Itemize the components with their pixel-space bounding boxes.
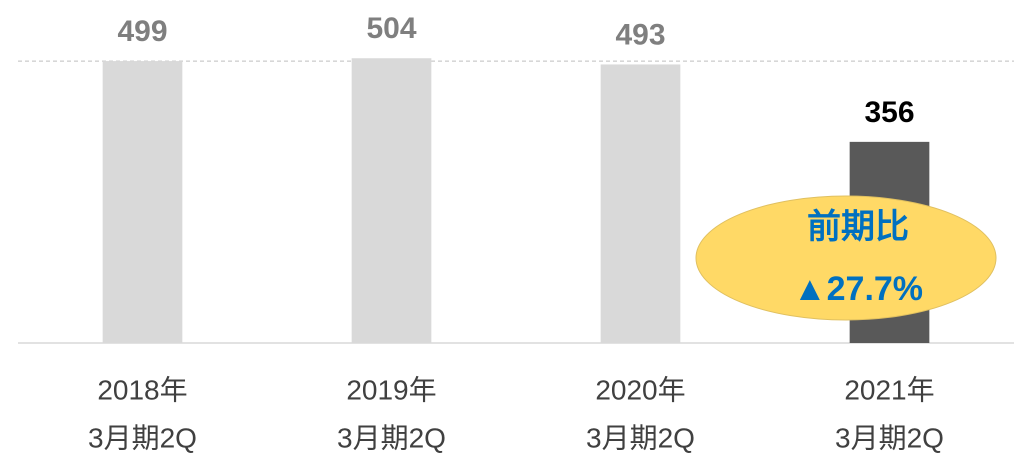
bar (102, 61, 183, 343)
bar (351, 58, 432, 344)
value-label: 493 (615, 18, 665, 51)
value-label: 499 (117, 15, 167, 48)
x-tick-label: 3月期2Q (337, 422, 446, 453)
x-tick-label: 2018年 (97, 374, 187, 405)
annotation-bubble (695, 195, 997, 321)
annotation-text: 前期比 (807, 208, 909, 246)
x-tick-label: 3月期2Q (835, 422, 944, 453)
x-tick-label: 3月期2Q (88, 422, 197, 453)
x-tick-label: 2021年 (844, 374, 934, 405)
bar (600, 64, 681, 343)
x-tick-label: 2020年 (595, 374, 685, 405)
value-label: 356 (864, 96, 914, 129)
x-tick-label: 3月期2Q (586, 422, 695, 453)
value-label: 504 (366, 12, 416, 45)
x-tick-label: 2019年 (346, 374, 436, 405)
annotation-text: ▲27.7% (793, 270, 923, 308)
